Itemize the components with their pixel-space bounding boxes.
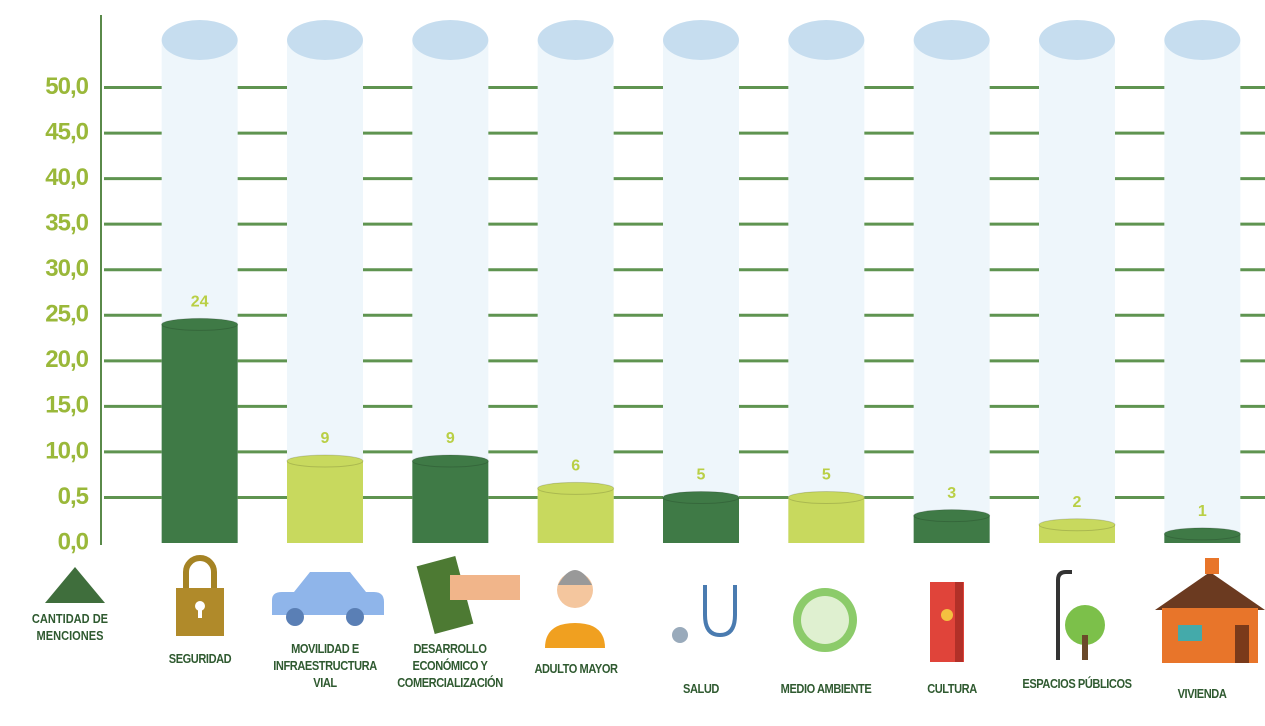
cylinder-top — [788, 20, 865, 60]
y-tick-label: 35,0 — [45, 210, 88, 237]
icons — [176, 555, 1265, 663]
value-label: 5 — [697, 467, 706, 484]
cylinder-top — [1164, 20, 1241, 60]
category-label: MEDIO AMBIENTE — [780, 681, 872, 696]
category-label: ESPACIOS PÚBLICOS — [1022, 676, 1132, 691]
category-label: CULTURA — [926, 681, 977, 696]
car-icon — [272, 572, 384, 626]
y-tick-label: 20,0 — [45, 346, 88, 373]
value-label: 24 — [191, 294, 209, 311]
category-label: VIVIENDA — [1177, 686, 1227, 701]
bar-cap — [1038, 518, 1116, 532]
category-label: SALUD — [683, 681, 719, 696]
bar — [663, 497, 739, 543]
bar — [287, 461, 363, 543]
value-label: 5 — [822, 467, 831, 484]
globe-icon — [793, 588, 857, 652]
y-tick-label: 0,5 — [58, 483, 89, 510]
cylinder-top — [663, 20, 739, 60]
y-tick-label: 10,0 — [45, 437, 88, 464]
cylinder-back — [913, 40, 990, 543]
cylinder-back — [1164, 40, 1241, 543]
bar-cap — [662, 490, 740, 504]
legend-triangle — [45, 567, 105, 603]
cylinder-back — [663, 40, 739, 543]
category-label: DESARROLLO ECONÓMICO Y COMERCIALIZACIÓN — [397, 641, 504, 690]
bar-cap — [286, 454, 364, 468]
cylinder-top — [913, 20, 990, 60]
stethoscope-icon — [672, 585, 737, 643]
value-label: 2 — [1073, 494, 1082, 511]
value-label: 9 — [321, 430, 330, 447]
money-icon — [416, 556, 520, 634]
value-label: 1 — [1198, 503, 1207, 520]
y-tick-label: 30,0 — [45, 255, 88, 282]
bar-cap — [913, 509, 991, 523]
cylinder-top — [537, 20, 614, 60]
value-label: 3 — [947, 485, 956, 502]
y-tick-label: 15,0 — [45, 392, 88, 419]
category-label: ADULTO MAYOR — [534, 661, 618, 676]
cylinder-back — [1039, 40, 1115, 543]
bar — [788, 497, 865, 543]
cylinder-back — [537, 40, 614, 543]
bar — [537, 488, 614, 543]
cylinder-top — [1039, 20, 1115, 60]
person-icon — [545, 570, 605, 648]
cylinder-top — [287, 20, 363, 60]
y-tick-label: 25,0 — [45, 301, 88, 328]
cylinder-top — [412, 20, 489, 60]
category-label: SEGURIDAD — [168, 651, 231, 666]
bar — [161, 324, 238, 543]
value-label: 6 — [571, 458, 580, 475]
park-icon — [1056, 570, 1105, 660]
category-label: MOVILIDAD E INFRAESTRUCTURA VIAL — [273, 641, 377, 690]
value-label: 9 — [446, 430, 455, 447]
y-tick-label: 40,0 — [45, 164, 88, 191]
book-icon — [930, 582, 964, 662]
lock-icon — [176, 555, 224, 636]
bar-cap — [537, 481, 615, 495]
house-icon — [1155, 558, 1265, 663]
cylinder-back — [788, 40, 865, 543]
bar-cap — [411, 454, 489, 468]
bar-cap — [161, 317, 239, 331]
bar-cap — [1163, 527, 1241, 541]
y-tick-label: 45,0 — [45, 118, 88, 145]
bar-cap — [787, 490, 865, 504]
bar — [412, 461, 489, 543]
y-tick-label: 50,0 — [45, 73, 88, 100]
y-axis-label: CANTIDAD DE MENCIONES — [31, 611, 109, 643]
y-tick-label: 0,0 — [58, 528, 89, 555]
cylinder-top — [161, 20, 238, 60]
